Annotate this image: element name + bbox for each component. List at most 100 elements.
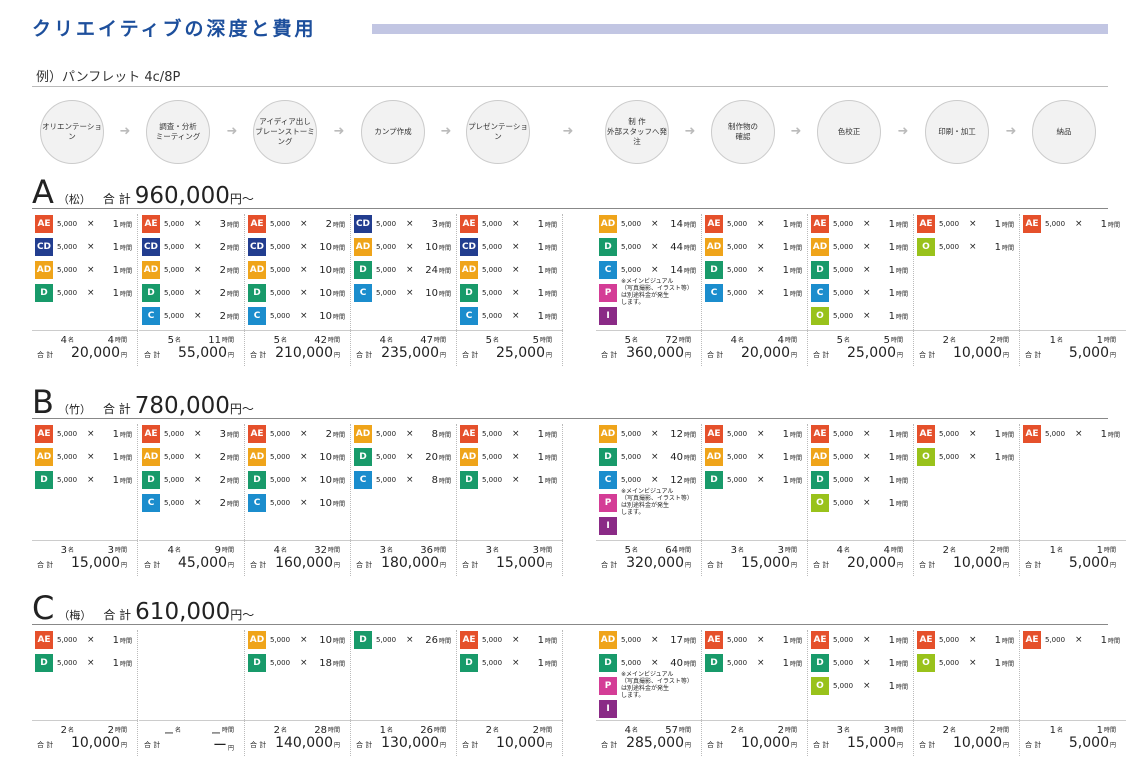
hours-value: 2 (325, 218, 332, 230)
column-counts: 4 名 57 時間 (601, 725, 691, 736)
people-unit: 名 (949, 547, 956, 554)
people-count: 5 (624, 545, 631, 556)
sum-label: 合 計 (462, 351, 479, 359)
hours-value: 1 (994, 218, 1001, 230)
role-row: AE 5,000 × 3 時間 (139, 214, 244, 234)
hours-unit: 時間 (333, 431, 346, 439)
role-badge: C (142, 494, 160, 512)
times-sign: × (87, 429, 95, 439)
arrow-right-icon: ➜ (119, 124, 131, 139)
people-count: 4 (273, 545, 280, 556)
hours-value: 1 (112, 264, 119, 276)
hours-value: 10 (319, 264, 332, 276)
people-unit: 名 (67, 727, 74, 734)
rate: 5,000 (57, 430, 78, 438)
hours-unit: 時間 (1103, 547, 1116, 554)
role-badge: C (354, 471, 372, 489)
hours-value: 3 (431, 218, 438, 230)
times-sign: × (406, 452, 414, 462)
hours-unit: 時間 (896, 637, 909, 645)
rate: 5,000 (270, 266, 291, 274)
times-sign: × (757, 288, 765, 298)
times-sign: × (512, 311, 520, 321)
sum-value: 160,000 (275, 555, 333, 571)
role-badge: AD (705, 238, 723, 256)
rate: 5,000 (833, 659, 854, 667)
role-badge: AE (35, 425, 53, 443)
column-counts: 3 名 36 時間 (356, 545, 446, 556)
hours-unit: 時間 (333, 454, 346, 462)
title-bar (372, 24, 1108, 34)
role-badge: D (705, 654, 723, 672)
role-row: AE 5,000 × 1 時間 (914, 424, 1019, 444)
hours-unit: 時間 (333, 267, 346, 275)
role-badge: C (811, 284, 829, 302)
sum-label: 合 計 (601, 351, 618, 359)
role-badge: AD (142, 261, 160, 279)
people-unit: 名 (386, 727, 393, 734)
hours-unit: 時間 (539, 337, 552, 344)
role-badge: C (354, 284, 372, 302)
role-row: AE 5,000 × 1 時間 (1020, 630, 1126, 650)
role-badge: AE (705, 215, 723, 233)
column-counts: 2 名 2 時間 (919, 335, 1009, 346)
rate: 5,000 (727, 476, 748, 484)
hours-unit: 時間 (227, 477, 240, 485)
role-row: CD 5,000 × 1 時間 (457, 237, 562, 257)
times-sign: × (512, 475, 520, 485)
column-sum: 180,000円 (381, 555, 446, 571)
role-badge: AE (35, 215, 53, 233)
hours-unit: 時間 (439, 431, 452, 439)
people-count: 5 (167, 335, 174, 346)
times-sign: × (969, 242, 977, 252)
hours-unit: 時間 (790, 454, 803, 462)
hours-unit: 時間 (790, 267, 803, 275)
role-row: CD 5,000 × 3 時間 (351, 214, 456, 234)
divider (32, 86, 1108, 87)
hours-unit: 時間 (120, 431, 133, 439)
times-sign: × (1075, 219, 1083, 229)
times-sign: × (512, 429, 520, 439)
role-badge: AE (248, 215, 266, 233)
column-footer: 3 名 3 時間合 計 15,000円 (808, 720, 914, 756)
people-count: 4 (730, 335, 737, 346)
yen-unit: 円 (120, 562, 127, 569)
plan-letter: C (32, 589, 55, 627)
rate: 5,000 (833, 312, 854, 320)
column-counts: 2 名 2 時間 (919, 545, 1009, 556)
sum-label: 合 計 (813, 561, 830, 569)
note-text: ※メインビジュアル （写真撮影、イラスト等） は別途料金が発生 します。 (621, 671, 693, 699)
times-sign: × (863, 265, 871, 275)
column-counts: 1 名 26 時間 (356, 725, 446, 736)
plan-total: 960,000 (134, 183, 230, 209)
rate: 5,000 (164, 476, 185, 484)
hours-value: 10 (319, 497, 332, 509)
role-row: D 5,000 × 18 時間 (245, 653, 350, 673)
times-sign: × (406, 429, 414, 439)
role-badge: AE (811, 631, 829, 649)
rate: 5,000 (482, 636, 503, 644)
hours-value: 1 (537, 474, 544, 486)
role-row: C 5,000 × 1 時間 (702, 283, 807, 303)
role-row: D 5,000 × 10 時間 (245, 283, 350, 303)
role-badge: AE (811, 425, 829, 443)
rate: 5,000 (727, 266, 748, 274)
hours-unit: 時間 (678, 547, 691, 554)
hours-unit: 時間 (896, 290, 909, 298)
hours-total: 4 (777, 335, 784, 346)
plan-total-suffix: 円〜 (229, 402, 254, 416)
people-count: 5 (836, 335, 843, 346)
sum-label: 合 計 (37, 741, 54, 749)
role-badge: AD (354, 238, 372, 256)
page-title: クリエイティブの深度と費用 (32, 18, 317, 40)
hours-unit: 時間 (790, 431, 803, 439)
role-badge: C (142, 307, 160, 325)
people-count: 4 (379, 335, 386, 346)
role-badge: D (35, 654, 53, 672)
column-footer: 2 名 28 時間合 計 140,000円 (245, 720, 351, 756)
hours-value: 12 (670, 428, 683, 440)
times-sign: × (757, 242, 765, 252)
hours-value: 1 (1100, 428, 1107, 440)
hours-total: 3 (883, 725, 890, 736)
hours-value: 10 (319, 287, 332, 299)
